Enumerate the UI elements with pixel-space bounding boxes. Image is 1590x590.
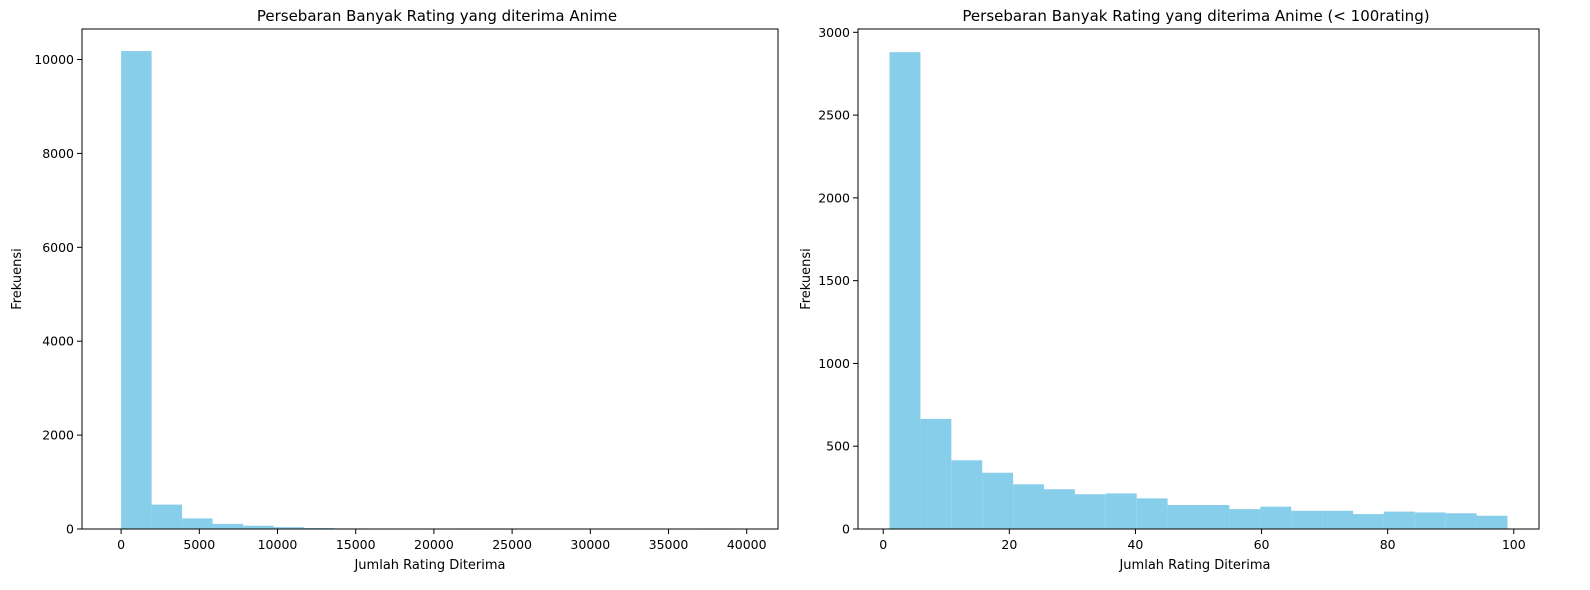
x-tick-label: 60 (1254, 537, 1270, 552)
y-tick-label: 0 (66, 522, 74, 537)
y-axis-ticks: 0 500 1000 1500 2000 2500 3000 (818, 25, 858, 537)
histogram-bar (121, 51, 152, 529)
x-axis-label: Jumlah Rating Diterima (1118, 558, 1270, 573)
x-tick-label: 25000 (492, 537, 532, 552)
y-axis-ticks: 0 2000 4000 6000 8000 10000 (34, 52, 82, 537)
histogram-bar (273, 527, 305, 529)
bars (121, 51, 732, 530)
x-tick-label: 35000 (649, 537, 689, 552)
histogram-panel-all: Persebaran Banyak Rating yang diterima A… (10, 7, 779, 573)
histogram-bar (889, 52, 921, 530)
x-tick-label: 10000 (258, 537, 298, 552)
plot-frame (81, 28, 779, 530)
y-tick-label: 8000 (42, 146, 74, 161)
histogram-bar (1167, 504, 1199, 529)
x-tick-label: 0 (879, 537, 887, 552)
x-tick-label: 40 (1127, 537, 1143, 552)
x-tick-label: 20000 (414, 537, 454, 552)
y-tick-label: 2000 (42, 428, 74, 443)
y-tick-label: 1000 (818, 356, 850, 371)
histogram-bar (1476, 515, 1508, 529)
histogram-bar (1105, 493, 1137, 529)
histogram-bar (212, 523, 244, 529)
histogram-bar (1383, 511, 1415, 529)
x-tick-label: 40000 (727, 537, 767, 552)
y-tick-label: 10000 (34, 52, 74, 67)
y-tick-label: 4000 (42, 334, 74, 349)
histogram-bar (1260, 506, 1292, 529)
x-axis-label: Jumlah Rating Diterima (353, 558, 505, 573)
x-tick-label: 0 (117, 537, 125, 552)
y-axis-label: Frekuensi (799, 248, 814, 310)
x-tick-label: 80 (1380, 537, 1396, 552)
histogram-bar (1136, 498, 1168, 529)
histogram-bar (243, 525, 274, 529)
y-tick-label: 0 (842, 522, 850, 537)
y-tick-label: 2500 (818, 108, 850, 123)
plot-frame (857, 28, 1540, 530)
x-axis-ticks: 0 5000 10000 15000 20000 25000 30000 35000 40000 (117, 529, 767, 552)
y-tick-label: 2000 (818, 190, 850, 205)
histogram-bar (1291, 510, 1323, 529)
histogram-bar (1322, 510, 1353, 529)
y-tick-label: 500 (826, 439, 850, 454)
histogram-bar (1229, 509, 1261, 529)
x-tick-label: 30000 (570, 537, 610, 552)
y-axis-label: Frekuensi (10, 248, 25, 310)
x-axis-ticks: 0 20 40 60 80 100 (879, 529, 1526, 552)
y-tick-label: 6000 (42, 240, 74, 255)
histogram-bar (1414, 512, 1446, 529)
x-tick-label: 5000 (183, 537, 215, 552)
histogram-bar (1445, 513, 1477, 529)
histogram-bar (1074, 494, 1106, 529)
x-tick-label: 15000 (336, 537, 376, 552)
histogram-bar (951, 460, 983, 529)
histogram-bar (1198, 504, 1230, 529)
y-tick-label: 1500 (818, 273, 850, 288)
histogram-bar (1044, 489, 1075, 529)
histogram-bar (1013, 484, 1045, 529)
x-tick-label: 100 (1502, 537, 1526, 552)
histogram-bar (182, 518, 213, 529)
histogram-bar (982, 472, 1014, 529)
chart-title: Persebaran Banyak Rating yang diterima A… (257, 7, 617, 25)
chart-title: Persebaran Banyak Rating yang diterima A… (962, 7, 1429, 25)
histogram-panel-under-100: Persebaran Banyak Rating yang diterima A… (799, 7, 1540, 573)
x-tick-label: 20 (1001, 537, 1017, 552)
bars (889, 52, 1508, 530)
histogram-bar (1352, 514, 1384, 529)
histogram-bar (151, 504, 183, 529)
histogram-bar (920, 418, 952, 529)
y-tick-label: 3000 (818, 25, 850, 40)
